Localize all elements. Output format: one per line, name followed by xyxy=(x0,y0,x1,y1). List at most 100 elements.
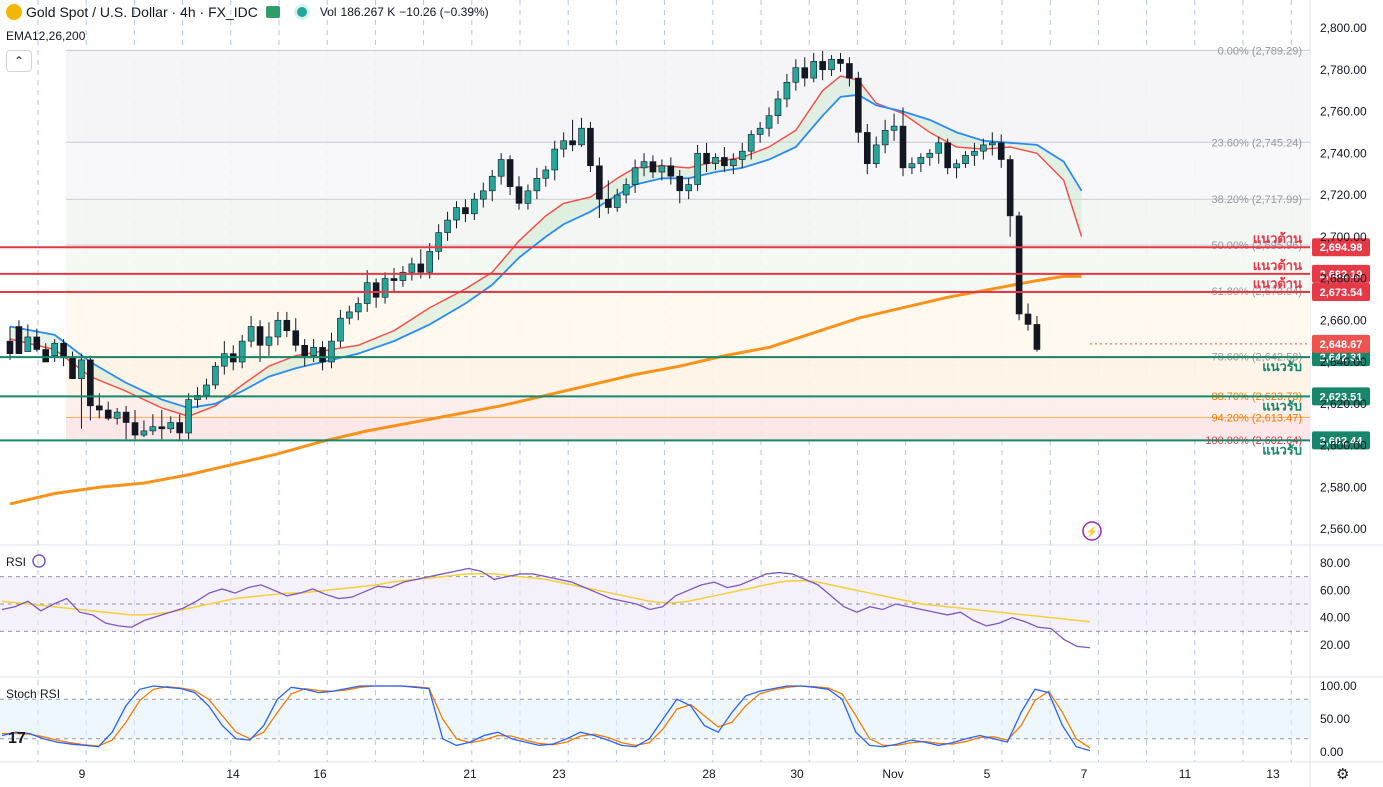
candle-body xyxy=(596,165,603,200)
time-axis-label: 21 xyxy=(463,767,477,781)
rsi-line xyxy=(1,567,1091,649)
candle-body xyxy=(819,61,826,71)
candle xyxy=(212,362,219,390)
chart-header: Gold Spot / U.S. Dollar · 4h · FX_IDC Vo… xyxy=(6,3,489,21)
candle xyxy=(551,140,559,181)
indicator-legend[interactable]: EMA12,26,200 xyxy=(6,29,86,43)
candle xyxy=(497,153,505,185)
price-axis-tick: 2,640.00 xyxy=(1320,355,1367,369)
candle-body xyxy=(381,278,389,298)
candle-body xyxy=(694,152,701,185)
candle xyxy=(462,199,469,223)
candle-body xyxy=(78,359,85,380)
candle-body xyxy=(515,186,523,204)
rsi-ma-line xyxy=(1,573,1091,623)
candle-body xyxy=(221,353,228,367)
candle-body xyxy=(988,142,996,146)
settings-gear-icon[interactable]: ⚙ xyxy=(1336,766,1350,783)
price-axis-tick: 2,740.00 xyxy=(1320,146,1367,160)
candle-body xyxy=(658,165,666,173)
time-axis-label: 28 xyxy=(702,767,716,781)
candle xyxy=(372,278,380,308)
candle-body xyxy=(756,127,764,135)
candle-body xyxy=(283,319,291,331)
candle-body xyxy=(6,340,14,354)
candle-body xyxy=(792,67,800,83)
candle-body xyxy=(631,167,639,185)
candle-body xyxy=(944,142,951,169)
candle xyxy=(988,132,996,156)
candle-body xyxy=(881,129,889,146)
candle xyxy=(721,146,728,173)
support-price-tag-text: 2,623.51 xyxy=(1320,391,1363,403)
candle xyxy=(658,159,666,181)
candle xyxy=(792,59,800,91)
candle-body xyxy=(774,98,782,116)
fib-zone xyxy=(66,417,1310,440)
fib-level-label: 94.20% (2,613.47) xyxy=(1211,412,1302,424)
candle-body xyxy=(971,150,978,156)
candle xyxy=(301,339,308,367)
candle-body xyxy=(247,326,255,342)
price-axis-tick: 2,720.00 xyxy=(1320,188,1367,202)
price-axis-tick: 2,560.00 xyxy=(1320,522,1367,536)
candle-body xyxy=(801,67,809,79)
rsi-settings-icon xyxy=(32,554,46,568)
collapse-legend-button[interactable]: ⌃ xyxy=(6,50,32,72)
candle xyxy=(33,328,41,352)
candle-body xyxy=(256,326,264,346)
candle xyxy=(801,57,809,87)
candle-body xyxy=(810,61,818,79)
tradingview-logo[interactable]: 17 xyxy=(8,730,26,747)
candle xyxy=(158,410,166,440)
candle-body xyxy=(417,263,425,273)
fib-level-label: 23.60% (2,745.24) xyxy=(1211,137,1302,149)
candle xyxy=(890,113,898,141)
alert-flash-glyph: ⚡ xyxy=(1086,525,1098,538)
candle xyxy=(863,124,871,175)
rsi-axis-tick: 20.00 xyxy=(1320,638,1350,652)
rsi-panel-label[interactable]: RSI xyxy=(6,555,27,569)
candle-body xyxy=(87,359,94,407)
candle-body xyxy=(24,336,32,352)
flag-icon[interactable] xyxy=(265,6,280,18)
candle-body xyxy=(872,144,880,164)
candle-body xyxy=(524,190,532,204)
candle-body xyxy=(935,142,943,154)
candle xyxy=(292,318,300,352)
candle xyxy=(354,297,362,321)
candle xyxy=(78,353,85,429)
time-axis-label: 23 xyxy=(552,767,566,781)
fib-zone xyxy=(66,356,1310,396)
candle-body xyxy=(292,330,300,346)
price-axis-tick: 2,800.00 xyxy=(1320,21,1367,35)
candle xyxy=(1006,155,1014,237)
candle-body xyxy=(51,342,58,357)
stoch-axis-tick: 50.00 xyxy=(1320,712,1350,726)
candle xyxy=(578,117,585,147)
stoch-axis-tick: 100.00 xyxy=(1320,679,1357,693)
resistance-label: แนวต้าน xyxy=(1253,276,1302,291)
candle xyxy=(140,420,148,438)
stoch-panel-label[interactable]: Stoch RSI xyxy=(6,687,61,701)
price-change: −10.26 (−0.39%) xyxy=(399,5,489,19)
candle xyxy=(747,130,755,160)
candle-body xyxy=(363,282,371,304)
candle xyxy=(837,53,844,72)
candle xyxy=(846,57,853,87)
candle-body xyxy=(730,159,737,167)
market-status-icon[interactable] xyxy=(293,4,310,20)
candle-body xyxy=(497,159,505,177)
symbol-title[interactable]: Gold Spot / U.S. Dollar · 4h · FX_IDC xyxy=(26,4,258,20)
candle-body xyxy=(399,271,407,281)
price-axis-tick: 2,780.00 xyxy=(1320,63,1367,77)
candle-body xyxy=(676,175,684,192)
candle xyxy=(667,157,675,185)
candle xyxy=(15,320,23,354)
fib-zone xyxy=(66,395,1310,418)
candle-body xyxy=(997,142,1005,160)
candle-body xyxy=(265,336,273,346)
candle xyxy=(453,201,460,229)
candle xyxy=(703,142,710,173)
